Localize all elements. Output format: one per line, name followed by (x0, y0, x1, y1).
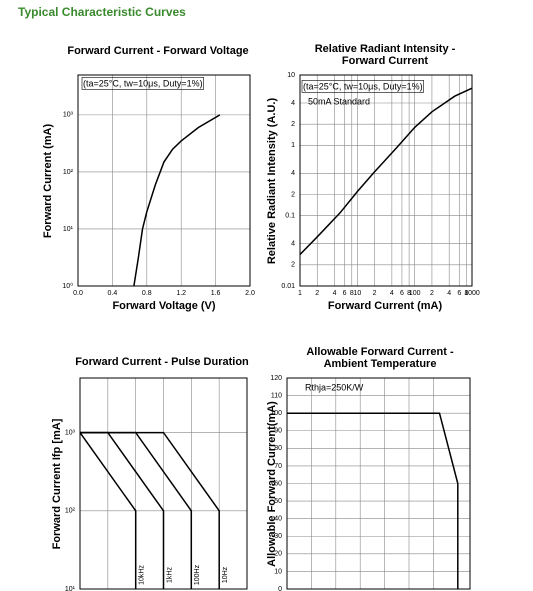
x-tick-label: 8 (407, 290, 411, 297)
x-tick-label: 2 (373, 290, 377, 297)
data-line (133, 114, 221, 287)
y-tick-label: 4 (291, 170, 295, 177)
y-axis-label: Forward Current (mA) (42, 124, 54, 239)
x-tick-label: 2 (315, 290, 319, 297)
x-tick-label: 4 (390, 290, 394, 297)
y-tick-label: 10³ (65, 429, 76, 436)
x-tick-label: 8 (350, 290, 354, 297)
y-tick-label: 10² (65, 508, 76, 515)
y-tick-label: 4 (291, 240, 295, 247)
x-tick-label: 0.4 (108, 290, 118, 297)
page-title: Typical Characteristic Curves (18, 5, 186, 19)
y-tick-label: 2 (291, 121, 295, 128)
x-tick-label: 8 (464, 290, 468, 297)
y-tick-label: 120 (270, 375, 282, 382)
x-tick-label: 2.0 (245, 290, 255, 297)
x-tick-label: 1.6 (211, 290, 221, 297)
y-axis-label: Forward Current Ifp [mA] (51, 418, 63, 549)
x-tick-label: 1 (298, 290, 302, 297)
y-tick-label: 30 (274, 533, 282, 540)
y-tick-label: 2 (291, 191, 295, 198)
chart-title: Forward Current - Pulse Duration (75, 356, 249, 368)
data-line (80, 431, 220, 589)
x-tick-label: 100 (409, 290, 421, 297)
x-axis-label: Forward Voltage (V) (112, 300, 215, 312)
annotation: 50mA Standard (308, 96, 370, 106)
x-tick-label: 4 (447, 290, 451, 297)
plot-frame (299, 74, 473, 287)
y-tick-label: 1 (291, 142, 295, 149)
x-tick-label: 1000 (464, 290, 480, 297)
annotation: (ta=25°C, tw=10μs, Duty=1%) (303, 81, 423, 91)
chart-title: Ambient Temperature (324, 358, 437, 370)
y-axis-label: Relative Radiant Intensity (A.U.) (266, 98, 278, 265)
y-tick-label: 2 (291, 262, 295, 269)
x-tick-label: 6 (343, 290, 347, 297)
y-tick-label: 10⁰ (62, 282, 73, 290)
y-tick-label: 10¹ (63, 226, 74, 233)
annotation: Rthja=250K/W (305, 382, 364, 392)
x-tick-label: 4 (333, 290, 337, 297)
x-tick-label: 10 (353, 290, 361, 297)
y-tick-label: 10³ (63, 112, 74, 119)
x-axis-label: Forward Current (mA) (328, 300, 443, 312)
x-tick-label: 1.2 (176, 290, 186, 297)
series-label: 100Hz (194, 564, 201, 585)
y-tick-label: 20 (274, 551, 282, 558)
annotation: (ta=25°C, tw=10μs, Duty=1%) (83, 78, 203, 88)
y-tick-label: 10 (287, 72, 295, 79)
x-tick-label: 2 (430, 290, 434, 297)
y-tick-label: 50 (274, 498, 282, 505)
y-tick-label: 60 (274, 480, 282, 487)
plot-frame (77, 74, 251, 287)
data-line (287, 412, 459, 589)
y-tick-label: 110 (271, 392, 282, 399)
y-tick-label: 0 (278, 586, 282, 591)
y-tick-label: 40 (274, 516, 282, 523)
y-tick-label: 0.1 (285, 213, 295, 220)
y-tick-label: 4 (291, 100, 295, 107)
x-tick-label: 0.8 (142, 290, 152, 297)
series-label: 10kHz (139, 565, 146, 585)
chart-title: Relative Radiant Intensity - (315, 43, 456, 55)
chart-title: Forward Current (342, 55, 429, 67)
annotation-box (81, 77, 204, 90)
chart-title: Allowable Forward Current - (306, 346, 454, 358)
plot-frame (286, 377, 471, 590)
x-tick-label: 0.0 (73, 290, 83, 297)
y-tick-label: 90 (274, 428, 282, 435)
y-tick-label: 10 (274, 568, 282, 575)
y-tick-label: 10¹ (65, 586, 76, 591)
y-tick-label: 0.01 (281, 283, 295, 290)
annotation-box (301, 80, 424, 93)
series-label: 1kHz (166, 567, 173, 583)
y-tick-label: 70 (274, 463, 282, 470)
chart-title: Forward Current - Forward Voltage (67, 45, 248, 57)
x-tick-label: 6 (400, 290, 404, 297)
data-line (299, 87, 473, 256)
y-tick-label: 10² (63, 169, 74, 176)
y-tick-label: 100 (270, 410, 282, 417)
series-label: 10Hz (222, 566, 229, 583)
y-tick-label: 80 (274, 445, 282, 452)
y-axis-label: Allowable Forward Current(mA) (266, 401, 278, 567)
x-tick-label: 6 (457, 290, 461, 297)
data-line (79, 432, 137, 589)
